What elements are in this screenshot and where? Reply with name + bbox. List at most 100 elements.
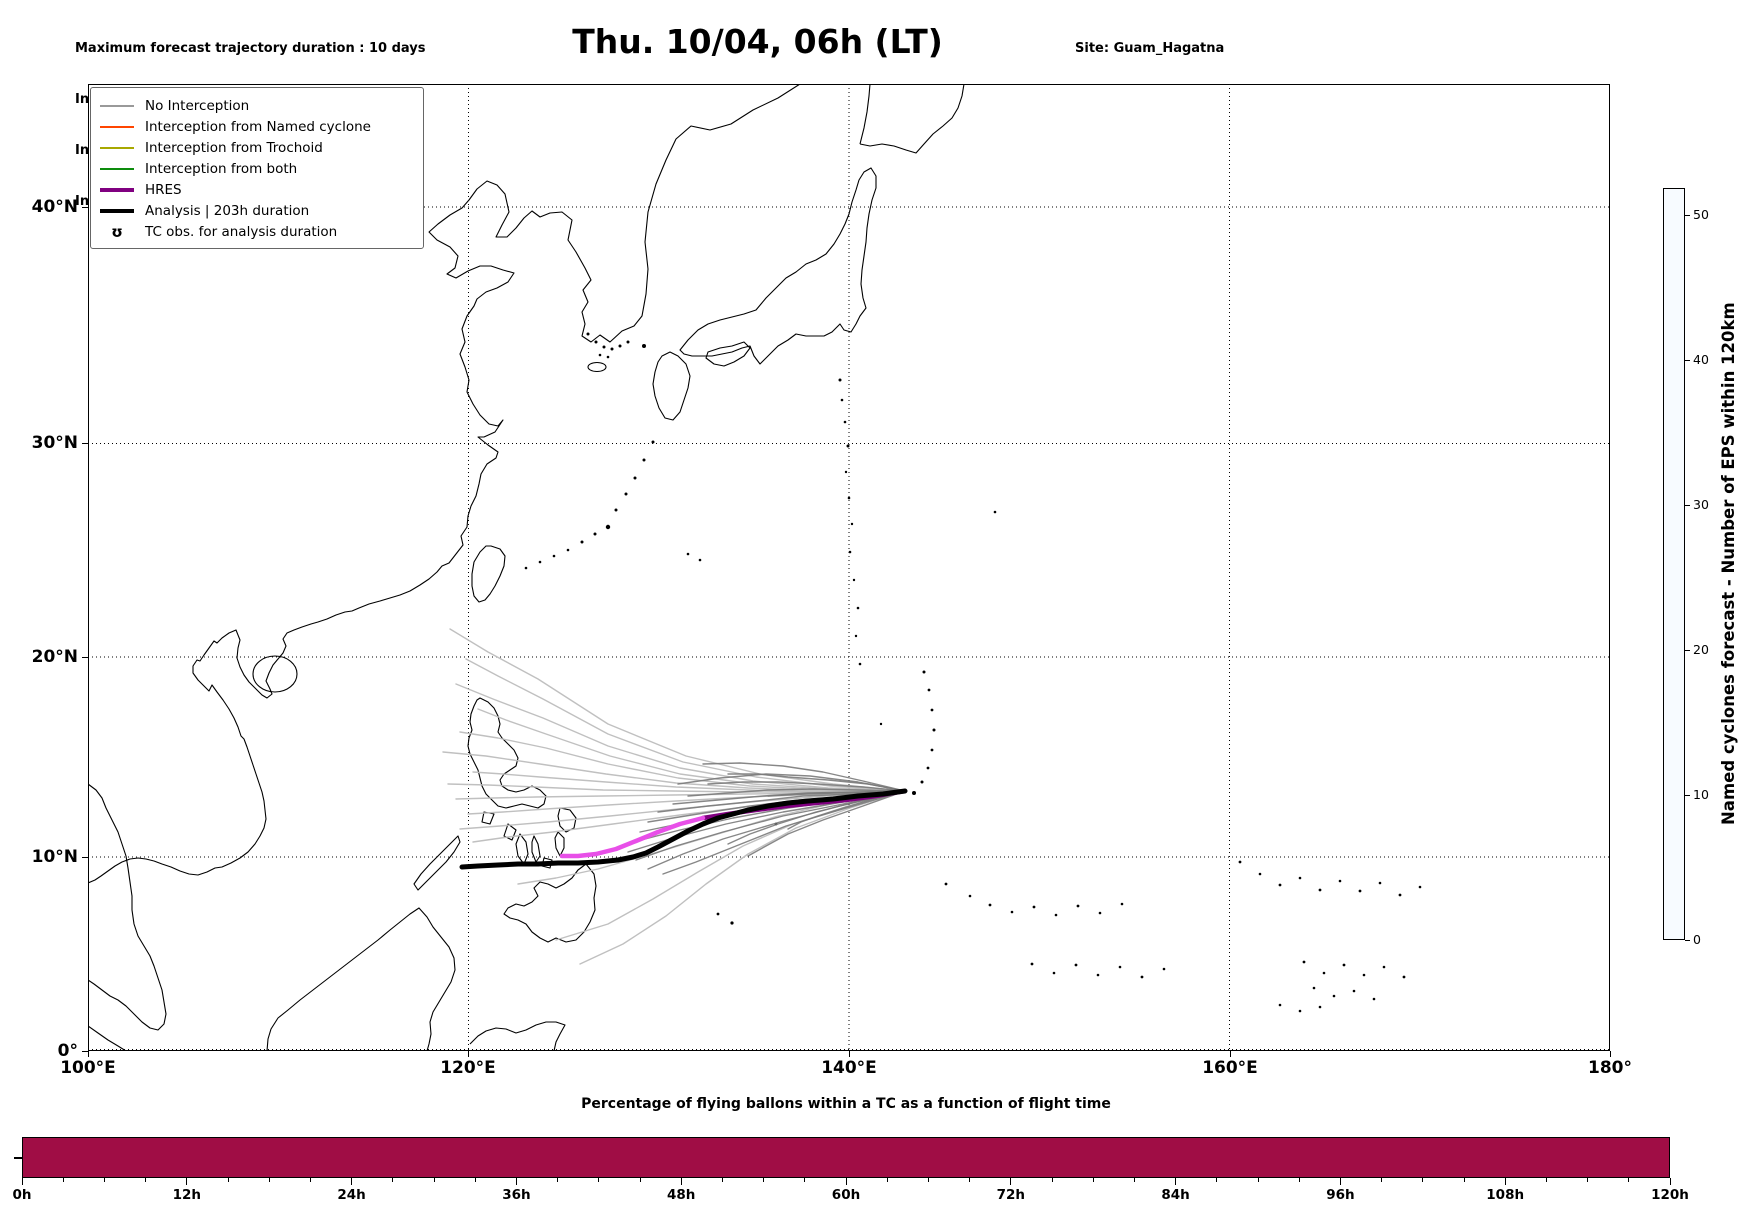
island-dot: [610, 347, 614, 351]
legend-line-swatch: [99, 187, 135, 192]
island-dot: [606, 355, 610, 359]
bottom-minor-tick: [103, 1178, 105, 1182]
island-dot: [1054, 913, 1058, 917]
bottom-minor-tick: [145, 1178, 147, 1182]
map-ytick-label: 30°N: [31, 433, 78, 453]
legend-line: [100, 208, 134, 213]
bottom-minor-tick: [62, 1178, 64, 1182]
island-dot: [524, 566, 528, 570]
legend-line: [100, 146, 134, 149]
island-dot: [633, 476, 637, 480]
bottom-xtick-label: 48h: [666, 1187, 696, 1203]
island-dot: [624, 492, 628, 496]
island-dot: [912, 791, 916, 795]
legend-line-swatch: [99, 208, 135, 213]
island-dot: [730, 921, 734, 925]
bottom-xtick-label: 0h: [12, 1187, 32, 1203]
colorbar-tick: [1685, 794, 1690, 796]
island-dot: [598, 353, 602, 357]
island-dot: [1030, 962, 1034, 966]
map-ytick: [82, 856, 88, 858]
island-dot: [642, 458, 646, 462]
eps-trajectory-no-interception: [447, 783, 906, 793]
island-dot: [593, 532, 597, 536]
map-xtick-label: 100°E: [60, 1058, 116, 1078]
island-dot: [1120, 902, 1124, 906]
island-dot: [1382, 965, 1386, 969]
colorbar-tick-label: 30: [1693, 497, 1709, 512]
legend-line: [100, 167, 134, 170]
coastline: [88, 783, 167, 1031]
island-dot: [1372, 997, 1376, 1001]
island-dot: [927, 688, 931, 692]
colorbar-tick-label: 0: [1693, 932, 1701, 947]
coastline: [859, 84, 871, 145]
island-dot: [932, 728, 936, 732]
bottom-major-tick: [186, 1178, 188, 1185]
island-dot: [642, 344, 646, 348]
island-dot: [1278, 883, 1282, 887]
bottom-minor-tick: [1216, 1178, 1218, 1182]
island-dot: [698, 558, 702, 562]
bottom-minor-tick: [721, 1178, 723, 1182]
bottom-minor-tick: [1257, 1178, 1259, 1182]
island-dot: [856, 606, 860, 610]
legend-line-swatch: [99, 104, 135, 107]
legend-line-swatch: [99, 125, 135, 128]
trajectory-map: [88, 84, 1610, 1051]
coastline: [467, 697, 547, 809]
bottom-minor-tick: [639, 1178, 641, 1182]
island-dot: [1318, 1005, 1322, 1009]
island-dot: [1342, 963, 1346, 967]
bottom-minor-tick: [804, 1178, 806, 1182]
island-dot: [1162, 967, 1166, 971]
island-dot: [605, 524, 611, 530]
legend-item: HRES: [99, 179, 415, 200]
island-dot: [614, 508, 618, 512]
bottom-major-tick: [845, 1178, 847, 1185]
map-ytick-label: 0°: [57, 1041, 78, 1061]
island-dot: [1298, 876, 1302, 880]
param-line: Maximum forecast trajectory duration : 1…: [75, 41, 426, 56]
island-dot: [1362, 973, 1366, 977]
island-dot: [843, 420, 847, 424]
colorbar-tick-label: 20: [1693, 642, 1709, 657]
island-dot: [566, 548, 570, 552]
bottom-minor-tick: [227, 1178, 229, 1182]
island-dot: [1378, 881, 1382, 885]
legend-item: Interception from Trochoid: [99, 137, 415, 158]
map-xtick: [1609, 1051, 1611, 1057]
bottom-ytick: [14, 1157, 22, 1159]
island-dot: [1098, 911, 1102, 915]
bottom-minor-tick: [886, 1178, 888, 1182]
map-xtick-label: 180°: [1588, 1058, 1632, 1078]
island-dot: [926, 766, 930, 770]
island-dot: [846, 444, 850, 448]
bottom-minor-tick: [268, 1178, 270, 1182]
island-dot: [1258, 872, 1262, 876]
bottom-major-tick: [1175, 1178, 1177, 1185]
island-dot: [1052, 971, 1056, 975]
bottom-major-tick: [680, 1178, 682, 1185]
island-dot: [1096, 973, 1100, 977]
island-dot: [602, 345, 606, 349]
island-dot: [538, 560, 542, 564]
island-dot: [594, 340, 598, 344]
eps-trajectory: [747, 790, 906, 857]
colorbar-tick-label: 10: [1693, 787, 1709, 802]
island-dot: [1352, 989, 1356, 993]
legend-label: Analysis | 203h duration: [145, 202, 310, 219]
legend-line-swatch: [99, 167, 135, 170]
coastline: [515, 833, 529, 865]
map-ytick-label: 40°N: [31, 197, 78, 217]
bottom-minor-tick: [1628, 1178, 1630, 1182]
bottom-minor-tick: [1092, 1178, 1094, 1182]
coastline: [88, 84, 801, 884]
bottom-xtick-label: 108h: [1486, 1187, 1525, 1203]
map-ytick-label: 20°N: [31, 647, 78, 667]
legend-label: HRES: [145, 181, 182, 198]
colorbar-tick: [1685, 649, 1690, 651]
bottom-major-tick: [1010, 1178, 1012, 1185]
island-dot: [1398, 893, 1402, 897]
